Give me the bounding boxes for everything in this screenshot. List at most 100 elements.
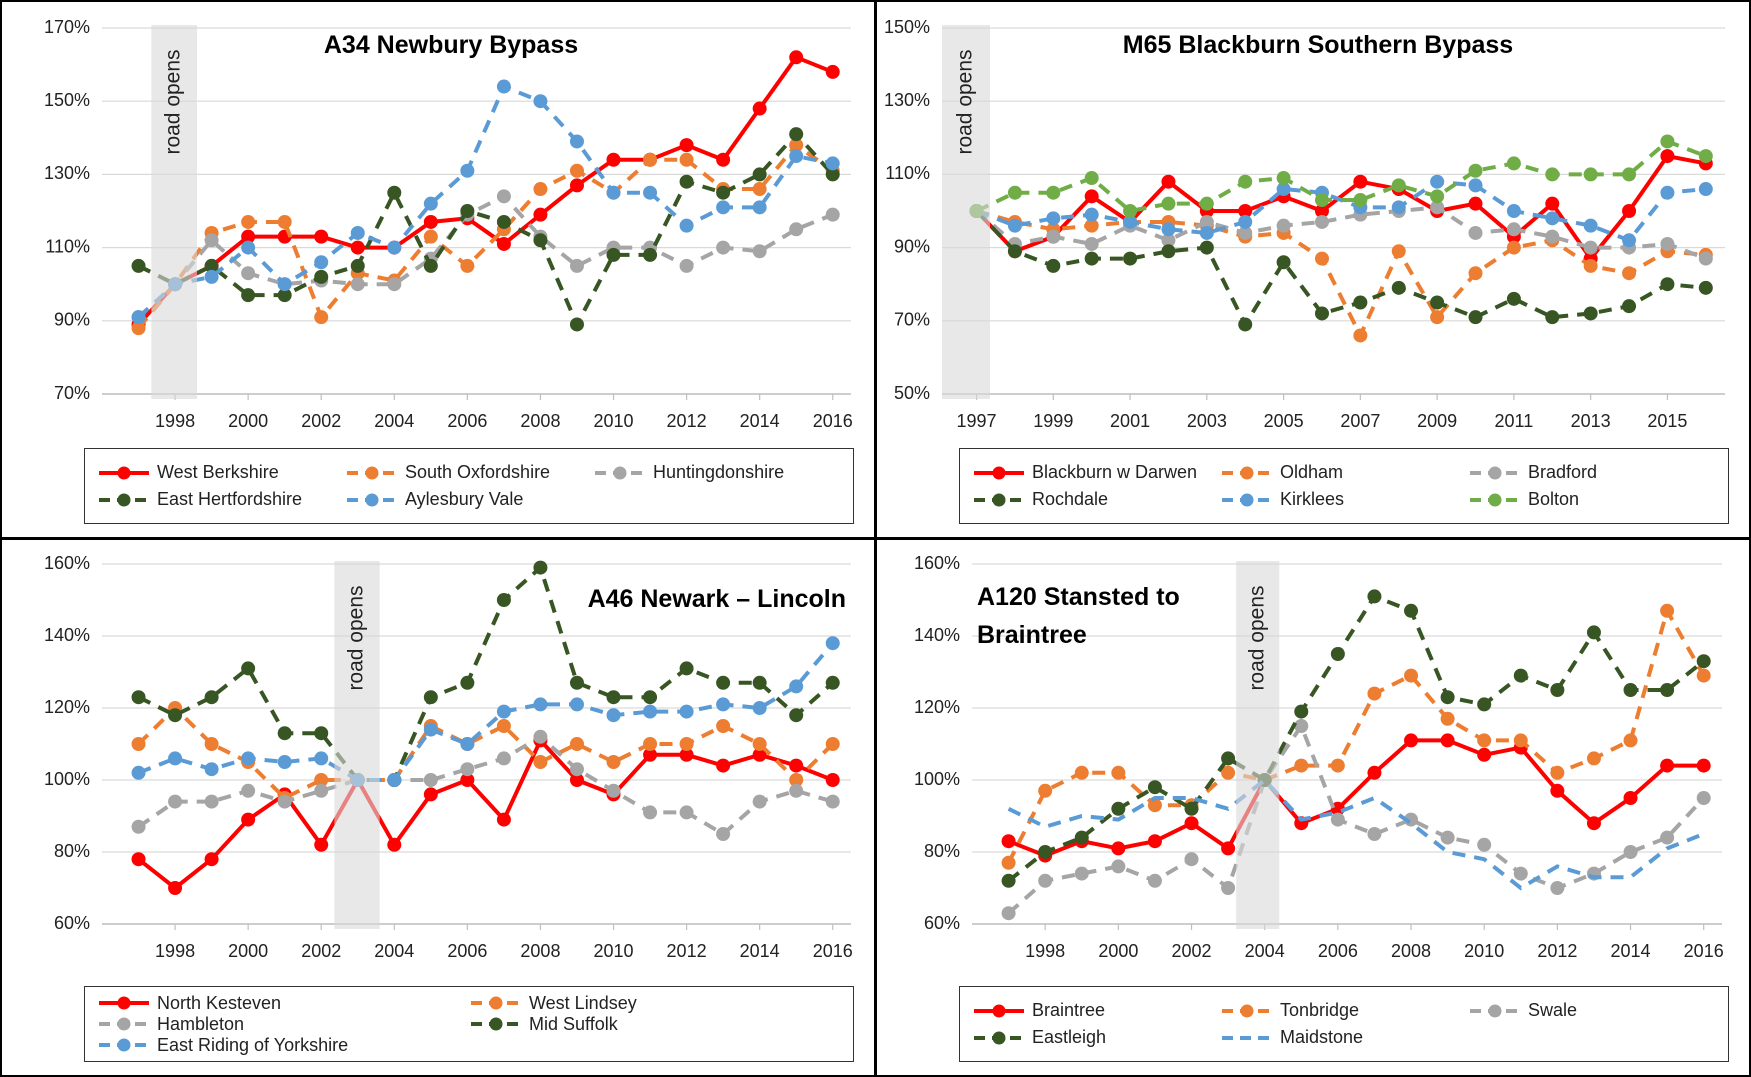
series-line	[975, 139, 1707, 214]
series-marker	[643, 747, 658, 762]
series-marker	[1622, 299, 1637, 314]
road-opens-label: road opens	[345, 585, 368, 690]
series-marker	[1123, 251, 1138, 266]
legend-swatch	[1222, 1035, 1272, 1040]
series-marker	[752, 244, 767, 259]
legend-marker	[117, 466, 131, 479]
series-marker	[460, 204, 475, 218]
series-marker	[1468, 178, 1483, 193]
series-marker	[569, 163, 584, 178]
series-marker	[1622, 167, 1637, 182]
series-marker	[1430, 200, 1445, 215]
series-marker	[1276, 182, 1291, 197]
series-marker	[387, 240, 402, 255]
legend-swatch	[99, 466, 149, 479]
series-marker	[423, 787, 438, 802]
legend-swatch	[974, 493, 1024, 506]
series-marker	[789, 222, 804, 237]
series-marker	[1468, 225, 1483, 240]
series-marker	[1696, 791, 1711, 805]
series-marker	[716, 697, 731, 712]
series-marker	[679, 174, 694, 189]
series-marker	[752, 101, 767, 116]
legend-marker	[1240, 1004, 1254, 1017]
series-marker	[1660, 236, 1675, 251]
series-marker	[1074, 765, 1089, 780]
legend-label: East Hertfordshire	[157, 489, 303, 509]
y-tick-label: 90%	[894, 236, 930, 256]
legend-label: East Riding of Yorkshire	[157, 1034, 349, 1055]
legend-marker	[992, 466, 1006, 479]
legend-swatch	[1222, 466, 1272, 479]
series-marker	[496, 812, 511, 827]
series-marker	[1506, 222, 1521, 237]
legend-swatch	[974, 1004, 1024, 1017]
legend-swatch	[471, 996, 521, 1010]
legend-swatch	[595, 466, 645, 479]
legend-swatch	[1470, 466, 1520, 479]
series-marker	[606, 690, 621, 705]
series-marker	[1660, 683, 1675, 697]
series-marker	[1404, 603, 1419, 618]
legend-swatch	[347, 493, 397, 506]
series-marker	[1545, 196, 1560, 211]
series-marker	[1430, 295, 1445, 310]
legend-swatch	[347, 466, 397, 479]
legend-label: Maidstone	[1280, 1027, 1364, 1047]
legend-marker	[489, 1017, 503, 1031]
series-marker	[1046, 185, 1061, 200]
x-tick-label: 2004	[374, 941, 414, 961]
series-marker	[679, 737, 694, 751]
chart-title: A120 Stansted to Braintree	[977, 583, 1180, 649]
series-marker	[1161, 244, 1176, 259]
x-tick-label: 2002	[301, 411, 341, 431]
legend-swatch	[471, 1017, 521, 1031]
series-marker	[752, 747, 767, 762]
series-marker	[1330, 758, 1345, 773]
series-marker	[1147, 780, 1162, 795]
x-tick-label: 2010	[593, 941, 633, 961]
series-marker	[1506, 204, 1521, 218]
series-marker	[1074, 830, 1089, 845]
series-marker	[314, 269, 329, 284]
series-marker	[789, 127, 804, 142]
series-marker	[1367, 686, 1382, 701]
series-marker	[277, 794, 292, 809]
series-marker	[1184, 816, 1199, 831]
y-tick-label: 130%	[884, 90, 930, 110]
series-marker	[241, 288, 256, 303]
series-marker	[1111, 801, 1126, 816]
x-tick-label: 2008	[520, 411, 560, 431]
series-marker	[789, 138, 804, 153]
legend-label: Swale	[1528, 1000, 1578, 1020]
y-tick-label: 150%	[44, 90, 90, 110]
series-marker	[825, 156, 840, 171]
series-marker	[1330, 812, 1345, 827]
series-marker	[1698, 251, 1713, 266]
x-tick-label: 2000	[228, 941, 268, 961]
y-tick-label: 140%	[44, 625, 90, 645]
series-marker	[1513, 668, 1528, 683]
series-marker	[1084, 189, 1099, 204]
series-marker	[460, 258, 475, 273]
series-marker	[1161, 233, 1176, 248]
y-tick-label: 70%	[894, 310, 930, 330]
x-tick-label: 2014	[740, 411, 780, 431]
legend-label: Hambleton	[157, 1013, 245, 1034]
series-marker	[569, 134, 584, 149]
series-marker	[1074, 866, 1089, 881]
series-marker	[1038, 845, 1053, 859]
series-marker	[1506, 291, 1521, 306]
series-marker	[1545, 229, 1560, 244]
y-tick-label: 100%	[44, 769, 90, 789]
series-marker	[496, 751, 511, 766]
series-marker	[168, 794, 183, 809]
series-line	[975, 209, 1706, 341]
series-marker	[1440, 733, 1455, 748]
series-marker	[314, 773, 329, 787]
series-marker	[1583, 306, 1598, 321]
series-marker	[643, 247, 658, 262]
series-marker	[606, 708, 621, 723]
series-marker	[1660, 149, 1675, 164]
series-marker	[314, 310, 329, 325]
